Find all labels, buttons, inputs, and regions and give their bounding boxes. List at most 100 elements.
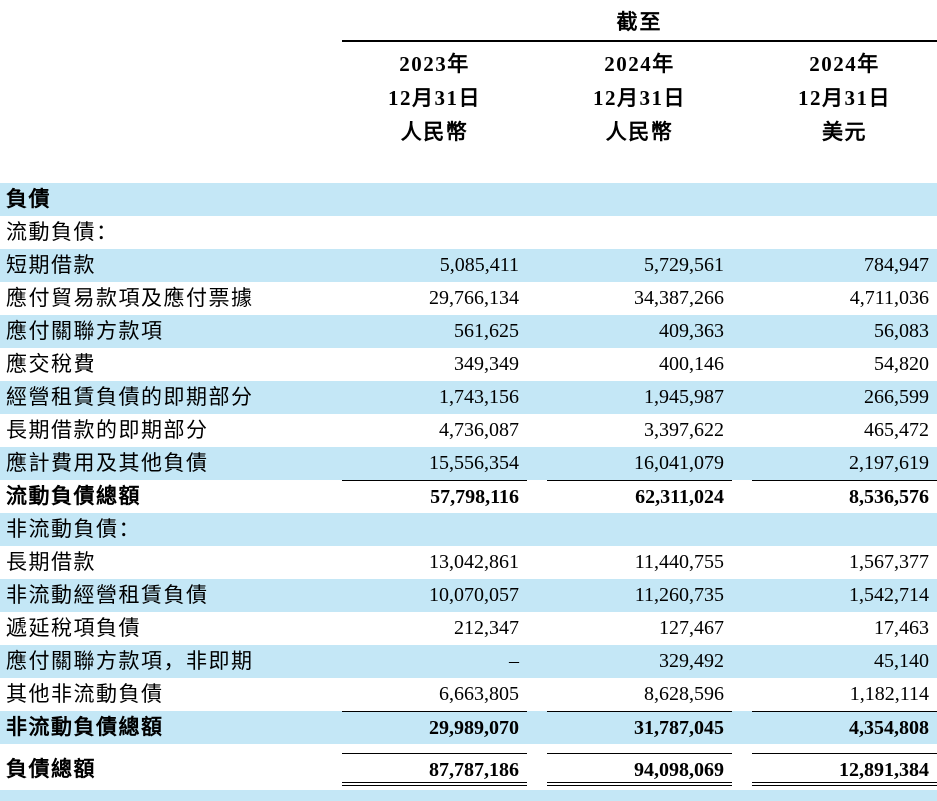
row-value: 400,146 (659, 353, 724, 375)
table-row: 非流動負債總額 29,989,070 31,787,045 4,354,808 (0, 711, 937, 744)
row-value: 329,492 (659, 650, 724, 672)
row-value: 5,085,411 (439, 254, 519, 276)
row-label: 非流動經營租賃負債 (6, 583, 209, 607)
column-currency: 人民幣 (400, 120, 469, 144)
table-row: 遞延稅項負債 212,347 127,467 17,463 (0, 612, 937, 645)
header-columns-span: 截至 2023年 12月31日 人民幣 2024年 12月31日 人民幣 202… (342, 8, 937, 149)
row-value: 1,182,114 (849, 683, 929, 705)
row-label: 非流動負債： (6, 517, 141, 541)
row-label: 應付關聯方款項，非即期 (6, 649, 254, 673)
row-value: 10,070,057 (429, 584, 519, 606)
row-label: 流動負債： (6, 220, 119, 244)
table-row: 應交稅費 349,349 400,146 54,820 (0, 348, 937, 381)
row-value: 87,787,186 (342, 753, 527, 786)
row-value: 15,556,354 (429, 452, 519, 474)
row-label: 負債 (6, 187, 51, 211)
row-value: 266,599 (864, 386, 929, 408)
row-value: 11,260,735 (634, 584, 724, 606)
column-header-2024-usd: 2024年 12月31日 美元 (752, 47, 937, 149)
row-value: 2,197,619 (849, 452, 929, 474)
column-currency: 人民幣 (605, 120, 674, 144)
row-value: 1,567,377 (849, 551, 929, 573)
row-label: 經營租賃負債的即期部分 (6, 385, 254, 409)
column-year: 2024年 (809, 52, 880, 76)
row-value: 1,542,714 (849, 584, 929, 606)
column-currency: 美元 (822, 120, 867, 144)
table-row: 負債總額 87,787,186 94,098,069 12,891,384 (0, 753, 937, 786)
row-value: 31,787,045 (547, 711, 732, 744)
row-value (752, 216, 937, 249)
row-value (752, 183, 937, 216)
row-value: 4,354,808 (752, 711, 937, 744)
row-value: 784,947 (864, 254, 929, 276)
row-label: 短期借款 (6, 253, 96, 277)
row-label: 流動負債總額 (6, 484, 141, 508)
table-row: 短期借款 5,085,411 5,729,561 784,947 (0, 249, 937, 282)
row-value: 8,536,576 (752, 480, 937, 513)
row-label: 應付貿易款項及應付票據 (6, 286, 254, 310)
column-header-2023-rmb: 2023年 12月31日 人民幣 (342, 47, 527, 149)
row-value: 94,098,069 (547, 753, 732, 786)
row-value: 56,083 (874, 320, 929, 342)
row-value (342, 216, 527, 249)
table-header: 截至 2023年 12月31日 人民幣 2024年 12月31日 人民幣 202… (0, 8, 937, 149)
table-row: 應付關聯方款項，非即期 – 329,492 45,140 (0, 645, 937, 678)
row-value: 6,663,805 (439, 683, 519, 705)
row-value: 4,736,087 (439, 419, 519, 441)
row-value (342, 513, 527, 546)
row-value: 4,711,036 (849, 287, 929, 309)
row-value: 16,041,079 (634, 452, 724, 474)
row-value (547, 216, 732, 249)
column-date: 12月31日 (593, 86, 686, 110)
header-label-spacer (0, 8, 322, 149)
as-of-heading: 截至 (616, 10, 663, 34)
row-value (342, 183, 527, 216)
row-value: 212,347 (454, 617, 519, 639)
row-value: 465,472 (864, 419, 929, 441)
row-value: 29,989,070 (342, 711, 527, 744)
column-year: 2023年 (399, 52, 470, 76)
row-value: 57,798,116 (342, 480, 527, 513)
row-label: 其他非流動負債 (6, 682, 164, 706)
row-label: 應付關聯方款項 (6, 319, 164, 343)
row-label: 非流動負債總額 (6, 715, 164, 739)
row-label: 長期借款的即期部分 (6, 418, 209, 442)
bottom-stripe (0, 790, 937, 801)
column-date: 12月31日 (388, 86, 481, 110)
row-value: 29,766,134 (429, 287, 519, 309)
row-value: 13,042,861 (429, 551, 519, 573)
row-value: 127,467 (659, 617, 724, 639)
table-row: 應計費用及其他負債 15,556,354 16,041,079 2,197,619 (0, 447, 937, 480)
table-row: 應付關聯方款項 561,625 409,363 56,083 (0, 315, 937, 348)
column-year: 2024年 (604, 52, 675, 76)
row-value (752, 513, 937, 546)
column-headers: 2023年 12月31日 人民幣 2024年 12月31日 人民幣 2024年 … (342, 40, 937, 149)
row-value: 62,311,024 (547, 480, 732, 513)
column-header-2024-rmb: 2024年 12月31日 人民幣 (547, 47, 732, 149)
table-row: 長期借款 13,042,861 11,440,755 1,567,377 (0, 546, 937, 579)
table-row: 負債 (0, 183, 937, 216)
row-value: 12,891,384 (752, 753, 937, 786)
row-value: 561,625 (454, 320, 519, 342)
table-row: 流動負債： (0, 216, 937, 249)
row-value: 1,743,156 (439, 386, 519, 408)
table-row: 非流動經營租賃負債 10,070,057 11,260,735 1,542,714 (0, 579, 937, 612)
row-value: 34,387,266 (634, 287, 724, 309)
table-row: 應付貿易款項及應付票據 29,766,134 34,387,266 4,711,036 (0, 282, 937, 315)
row-value: 5,729,561 (644, 254, 724, 276)
row-label: 應計費用及其他負債 (6, 451, 209, 475)
table-body: 負債流動負債： 短期借款 5,085,411 5,729,561 784,947 應付貿易… (0, 183, 937, 786)
row-label: 遞延稅項負債 (6, 616, 141, 640)
table-row: 非流動負債： (0, 513, 937, 546)
table-row: 長期借款的即期部分 4,736,087 3,397,622 465,472 (0, 414, 937, 447)
row-value: 1,945,987 (644, 386, 724, 408)
row-value: 54,820 (874, 353, 929, 375)
row-value: 409,363 (659, 320, 724, 342)
table-row: 經營租賃負債的即期部分 1,743,156 1,945,987 266,599 (0, 381, 937, 414)
row-label: 應交稅費 (6, 352, 96, 376)
column-date: 12月31日 (798, 86, 891, 110)
row-value: – (509, 650, 519, 672)
row-value (547, 183, 732, 216)
row-value (547, 513, 732, 546)
